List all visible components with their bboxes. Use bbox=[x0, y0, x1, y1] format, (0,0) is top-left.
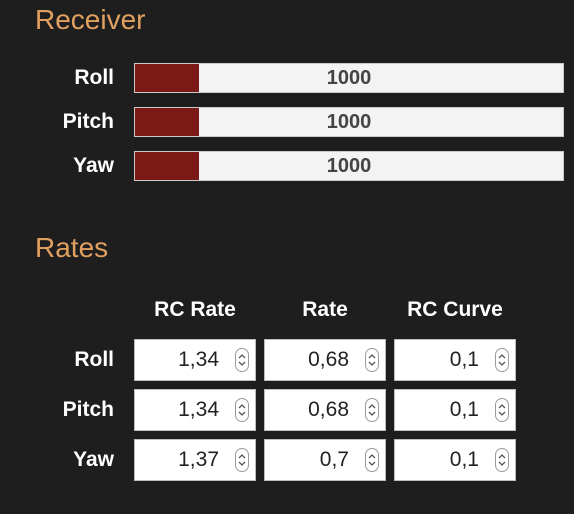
rates-label-yaw: Yaw bbox=[73, 448, 114, 471]
up-down-chevron-icon[interactable] bbox=[235, 448, 249, 472]
pitch-rc-curve-stepper[interactable]: 0,1 bbox=[394, 389, 516, 431]
column-header-rc-curve: RC Curve bbox=[407, 298, 503, 321]
column-header-rate: Rate bbox=[302, 298, 348, 321]
stepper-value: 0,1 bbox=[449, 448, 479, 471]
receiver-label-yaw: Yaw bbox=[73, 154, 114, 177]
stepper-value: 0,7 bbox=[319, 448, 349, 471]
roll-rate-stepper[interactable]: 0,68 bbox=[264, 339, 386, 381]
up-down-chevron-icon[interactable] bbox=[365, 398, 379, 422]
yaw-rc-curve-stepper[interactable]: 0,1 bbox=[394, 439, 516, 481]
receiver-bar-fill bbox=[135, 108, 200, 136]
receiver-label-pitch: Pitch bbox=[62, 110, 114, 133]
receiver-bar-pitch: 1000 bbox=[134, 107, 564, 137]
receiver-bar-fill bbox=[135, 64, 200, 92]
stepper-value: 1,34 bbox=[178, 398, 219, 421]
up-down-chevron-icon[interactable] bbox=[365, 348, 379, 372]
stepper-value: 0,1 bbox=[449, 348, 479, 371]
stepper-value: 1,37 bbox=[178, 448, 219, 471]
column-header-rc-rate: RC Rate bbox=[154, 298, 236, 321]
up-down-chevron-icon[interactable] bbox=[495, 348, 509, 372]
receiver-bar-yaw: 1000 bbox=[134, 151, 564, 181]
pitch-rate-stepper[interactable]: 0,68 bbox=[264, 389, 386, 431]
up-down-chevron-icon[interactable] bbox=[365, 448, 379, 472]
roll-rc-rate-stepper[interactable]: 1,34 bbox=[134, 339, 256, 381]
receiver-bar-value: 1000 bbox=[326, 111, 372, 133]
rates-label-roll: Roll bbox=[74, 348, 114, 371]
up-down-chevron-icon[interactable] bbox=[495, 398, 509, 422]
receiver-title: Receiver bbox=[35, 4, 146, 35]
rates-label-pitch: Pitch bbox=[62, 398, 114, 421]
yaw-rate-stepper[interactable]: 0,7 bbox=[264, 439, 386, 481]
stepper-value: 0,68 bbox=[308, 398, 349, 421]
stepper-value: 0,68 bbox=[308, 348, 349, 371]
up-down-chevron-icon[interactable] bbox=[235, 348, 249, 372]
stepper-value: 1,34 bbox=[178, 348, 219, 371]
receiver-label-roll: Roll bbox=[74, 66, 114, 89]
receiver-bar-fill bbox=[135, 152, 200, 180]
up-down-chevron-icon[interactable] bbox=[235, 398, 249, 422]
up-down-chevron-icon[interactable] bbox=[495, 448, 509, 472]
receiver-bar-value: 1000 bbox=[326, 67, 372, 89]
rates-title: Rates bbox=[35, 232, 109, 263]
yaw-rc-rate-stepper[interactable]: 1,37 bbox=[134, 439, 256, 481]
stepper-value: 0,1 bbox=[449, 398, 479, 421]
roll-rc-curve-stepper[interactable]: 0,1 bbox=[394, 339, 516, 381]
pitch-rc-rate-stepper[interactable]: 1,34 bbox=[134, 389, 256, 431]
receiver-bar-roll: 1000 bbox=[134, 63, 564, 93]
receiver-bar-value: 1000 bbox=[326, 155, 372, 177]
